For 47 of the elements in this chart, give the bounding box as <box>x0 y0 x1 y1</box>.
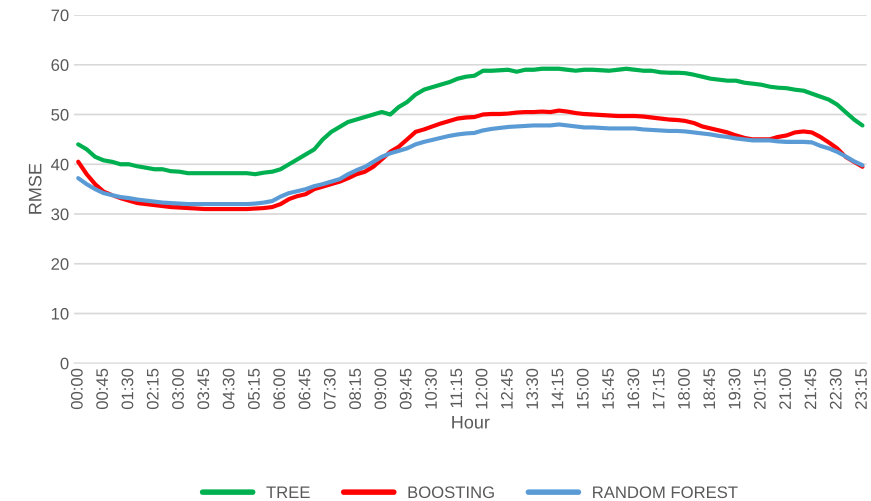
x-tick-label: 06:00 <box>273 368 286 410</box>
y-tick-label: 50 <box>51 108 69 121</box>
x-axis-title: Hour <box>452 416 490 429</box>
x-tick-label: 09:45 <box>400 368 412 410</box>
x-tick-label: 09:00 <box>374 368 386 410</box>
x-tick-label: 18:45 <box>703 368 716 409</box>
x-tick-label: 06:45 <box>298 368 310 410</box>
x-tick-label: 01:30 <box>122 368 134 410</box>
x-tick-label: 03:00 <box>172 368 184 410</box>
line-series <box>76 122 865 206</box>
x-tick-label: 15:00 <box>576 368 589 409</box>
x-tick-label: 16:30 <box>627 368 640 409</box>
y-tick-label: 20 <box>51 258 69 270</box>
x-tick-label: 23:15 <box>855 368 867 409</box>
x-tick-label: 08:15 <box>349 368 361 410</box>
x-tick-label: 20:15 <box>754 368 766 409</box>
legend-label: TREE <box>266 486 310 498</box>
x-tick-label: 22:30 <box>830 368 842 409</box>
x-tick-label: 02:15 <box>146 368 159 410</box>
x-tick-label: 00:45 <box>96 368 108 410</box>
y-axis-title: RMSE <box>28 164 42 214</box>
x-tick-label: 00:00 <box>70 368 83 410</box>
x-tick-label: 05:15 <box>248 368 260 410</box>
y-tick-label: 40 <box>51 158 69 170</box>
line-series <box>76 66 865 176</box>
x-tick-label: 14:15 <box>552 368 564 409</box>
x-tick-label: 18:00 <box>678 368 690 409</box>
x-tick-label: 21:00 <box>779 368 792 409</box>
x-tick-label: 07:30 <box>324 368 336 410</box>
y-tick-label: 60 <box>51 59 69 71</box>
x-tick-label: 10:30 <box>425 368 437 409</box>
x-tick-label: 11:15 <box>450 368 462 408</box>
x-tick-label: 19:30 <box>728 368 740 409</box>
y-tick-label: 70 <box>51 9 69 22</box>
x-tick-label: 13:30 <box>526 368 538 409</box>
y-tick-label: 10 <box>52 308 69 320</box>
x-tick-label: 12:00 <box>476 368 488 409</box>
x-tick-label: 03:45 <box>197 368 210 410</box>
x-tick-label: 21:45 <box>804 368 816 409</box>
x-tick-label: 04:30 <box>222 368 234 410</box>
y-tick-label: 30 <box>51 208 69 220</box>
x-tick-label: 17:15 <box>652 368 665 409</box>
x-tick-label: 15:45 <box>602 368 614 409</box>
legend-label: RANDOM FOREST <box>593 486 738 498</box>
x-tick-label: 12:45 <box>500 368 513 409</box>
y-tick-label: 0 <box>60 358 69 370</box>
legend-label: BOOSTING <box>408 486 494 498</box>
